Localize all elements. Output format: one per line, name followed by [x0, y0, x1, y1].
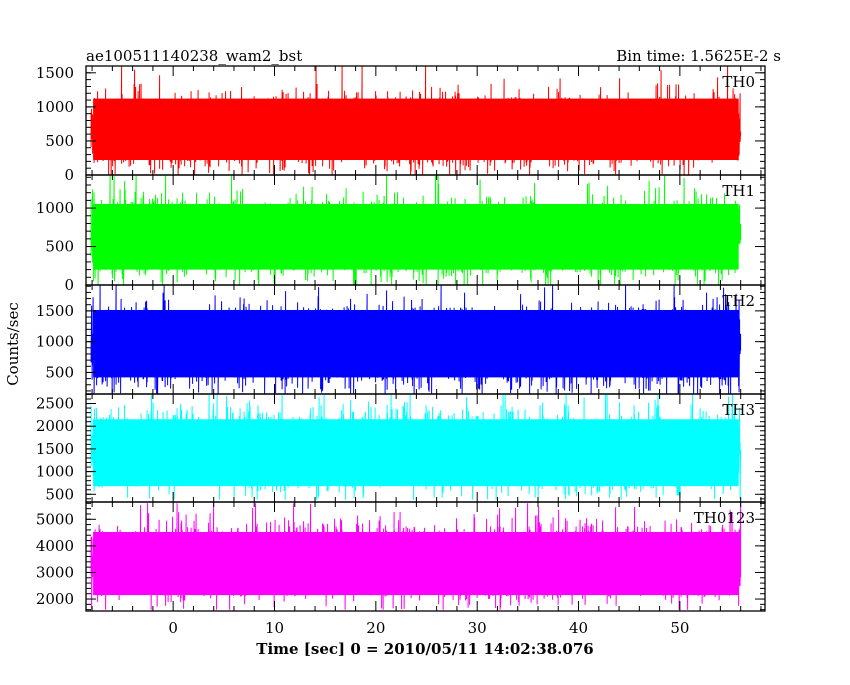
y-axis-label: Counts/sec — [4, 302, 22, 386]
panel-th1: 0 500 1000 TH1 — [36, 174, 766, 294]
panels-group: 0 500 1000 1500 TH0 0 500 1000 TH1 500 1000 1500 TH2… — [36, 64, 766, 612]
y-tick-label: 500 — [45, 485, 74, 503]
y-tick-label: 2000 — [36, 590, 74, 608]
x-tick-label: 20 — [366, 619, 385, 637]
y-tick-label: 3000 — [36, 563, 74, 581]
series-trace-th0 — [90, 66, 742, 175]
y-tick-label: 500 — [45, 363, 74, 381]
panel-th0: 0 500 1000 1500 TH0 — [36, 64, 766, 184]
y-tick-label: 2500 — [36, 395, 74, 413]
y-tick-label: 0 — [64, 276, 74, 294]
y-tick-label: 4000 — [36, 537, 74, 555]
x-tick-label: 10 — [265, 619, 284, 637]
y-tick-label: 1500 — [36, 64, 74, 82]
series-trace-th1 — [90, 175, 742, 285]
series-trace-th3 — [90, 394, 742, 500]
x-tick-label: 50 — [670, 619, 689, 637]
x-tick-label: 30 — [468, 619, 487, 637]
x-tick-label: 0 — [168, 619, 178, 637]
y-tick-label: 1000 — [36, 463, 74, 481]
y-tick-label: 1500 — [36, 302, 74, 320]
y-tick-label: 2000 — [36, 417, 74, 435]
series-label: TH0123 — [694, 509, 755, 527]
series-trace-th2 — [90, 285, 742, 394]
chart-title: ae100511140238_wam2_bst — [86, 47, 302, 65]
x-axis-label: Time [sec] 0 = 2010/05/11 14:02:38.076 — [256, 640, 593, 658]
series-label: TH0 — [722, 73, 755, 91]
y-tick-label: 1000 — [36, 333, 74, 351]
series-label: TH1 — [722, 182, 755, 200]
y-tick-label: 1000 — [36, 98, 74, 116]
y-tick-label: 500 — [45, 132, 74, 150]
bin-time-label: Bin time: 1.5625E-2 s — [616, 47, 781, 65]
series-trace-th0123 — [90, 503, 742, 610]
x-tick-label: 40 — [569, 619, 588, 637]
y-tick-label: 500 — [45, 238, 74, 256]
y-tick-label: 5000 — [36, 510, 74, 528]
y-tick-label: 1000 — [36, 199, 74, 217]
panel-th0123: 2000 3000 4000 5000 TH0123 — [36, 501, 766, 612]
panel-th3: 500 1000 1500 2000 2500 TH3 — [36, 393, 766, 503]
y-tick-label: 1500 — [36, 440, 74, 458]
panel-th2: 500 1000 1500 TH2 — [36, 284, 766, 395]
y-tick-label: 0 — [64, 166, 74, 184]
series-label: TH2 — [722, 292, 755, 310]
x-axis-ticks: 0 10 20 30 40 50 — [168, 619, 689, 637]
series-label: TH3 — [722, 401, 755, 419]
